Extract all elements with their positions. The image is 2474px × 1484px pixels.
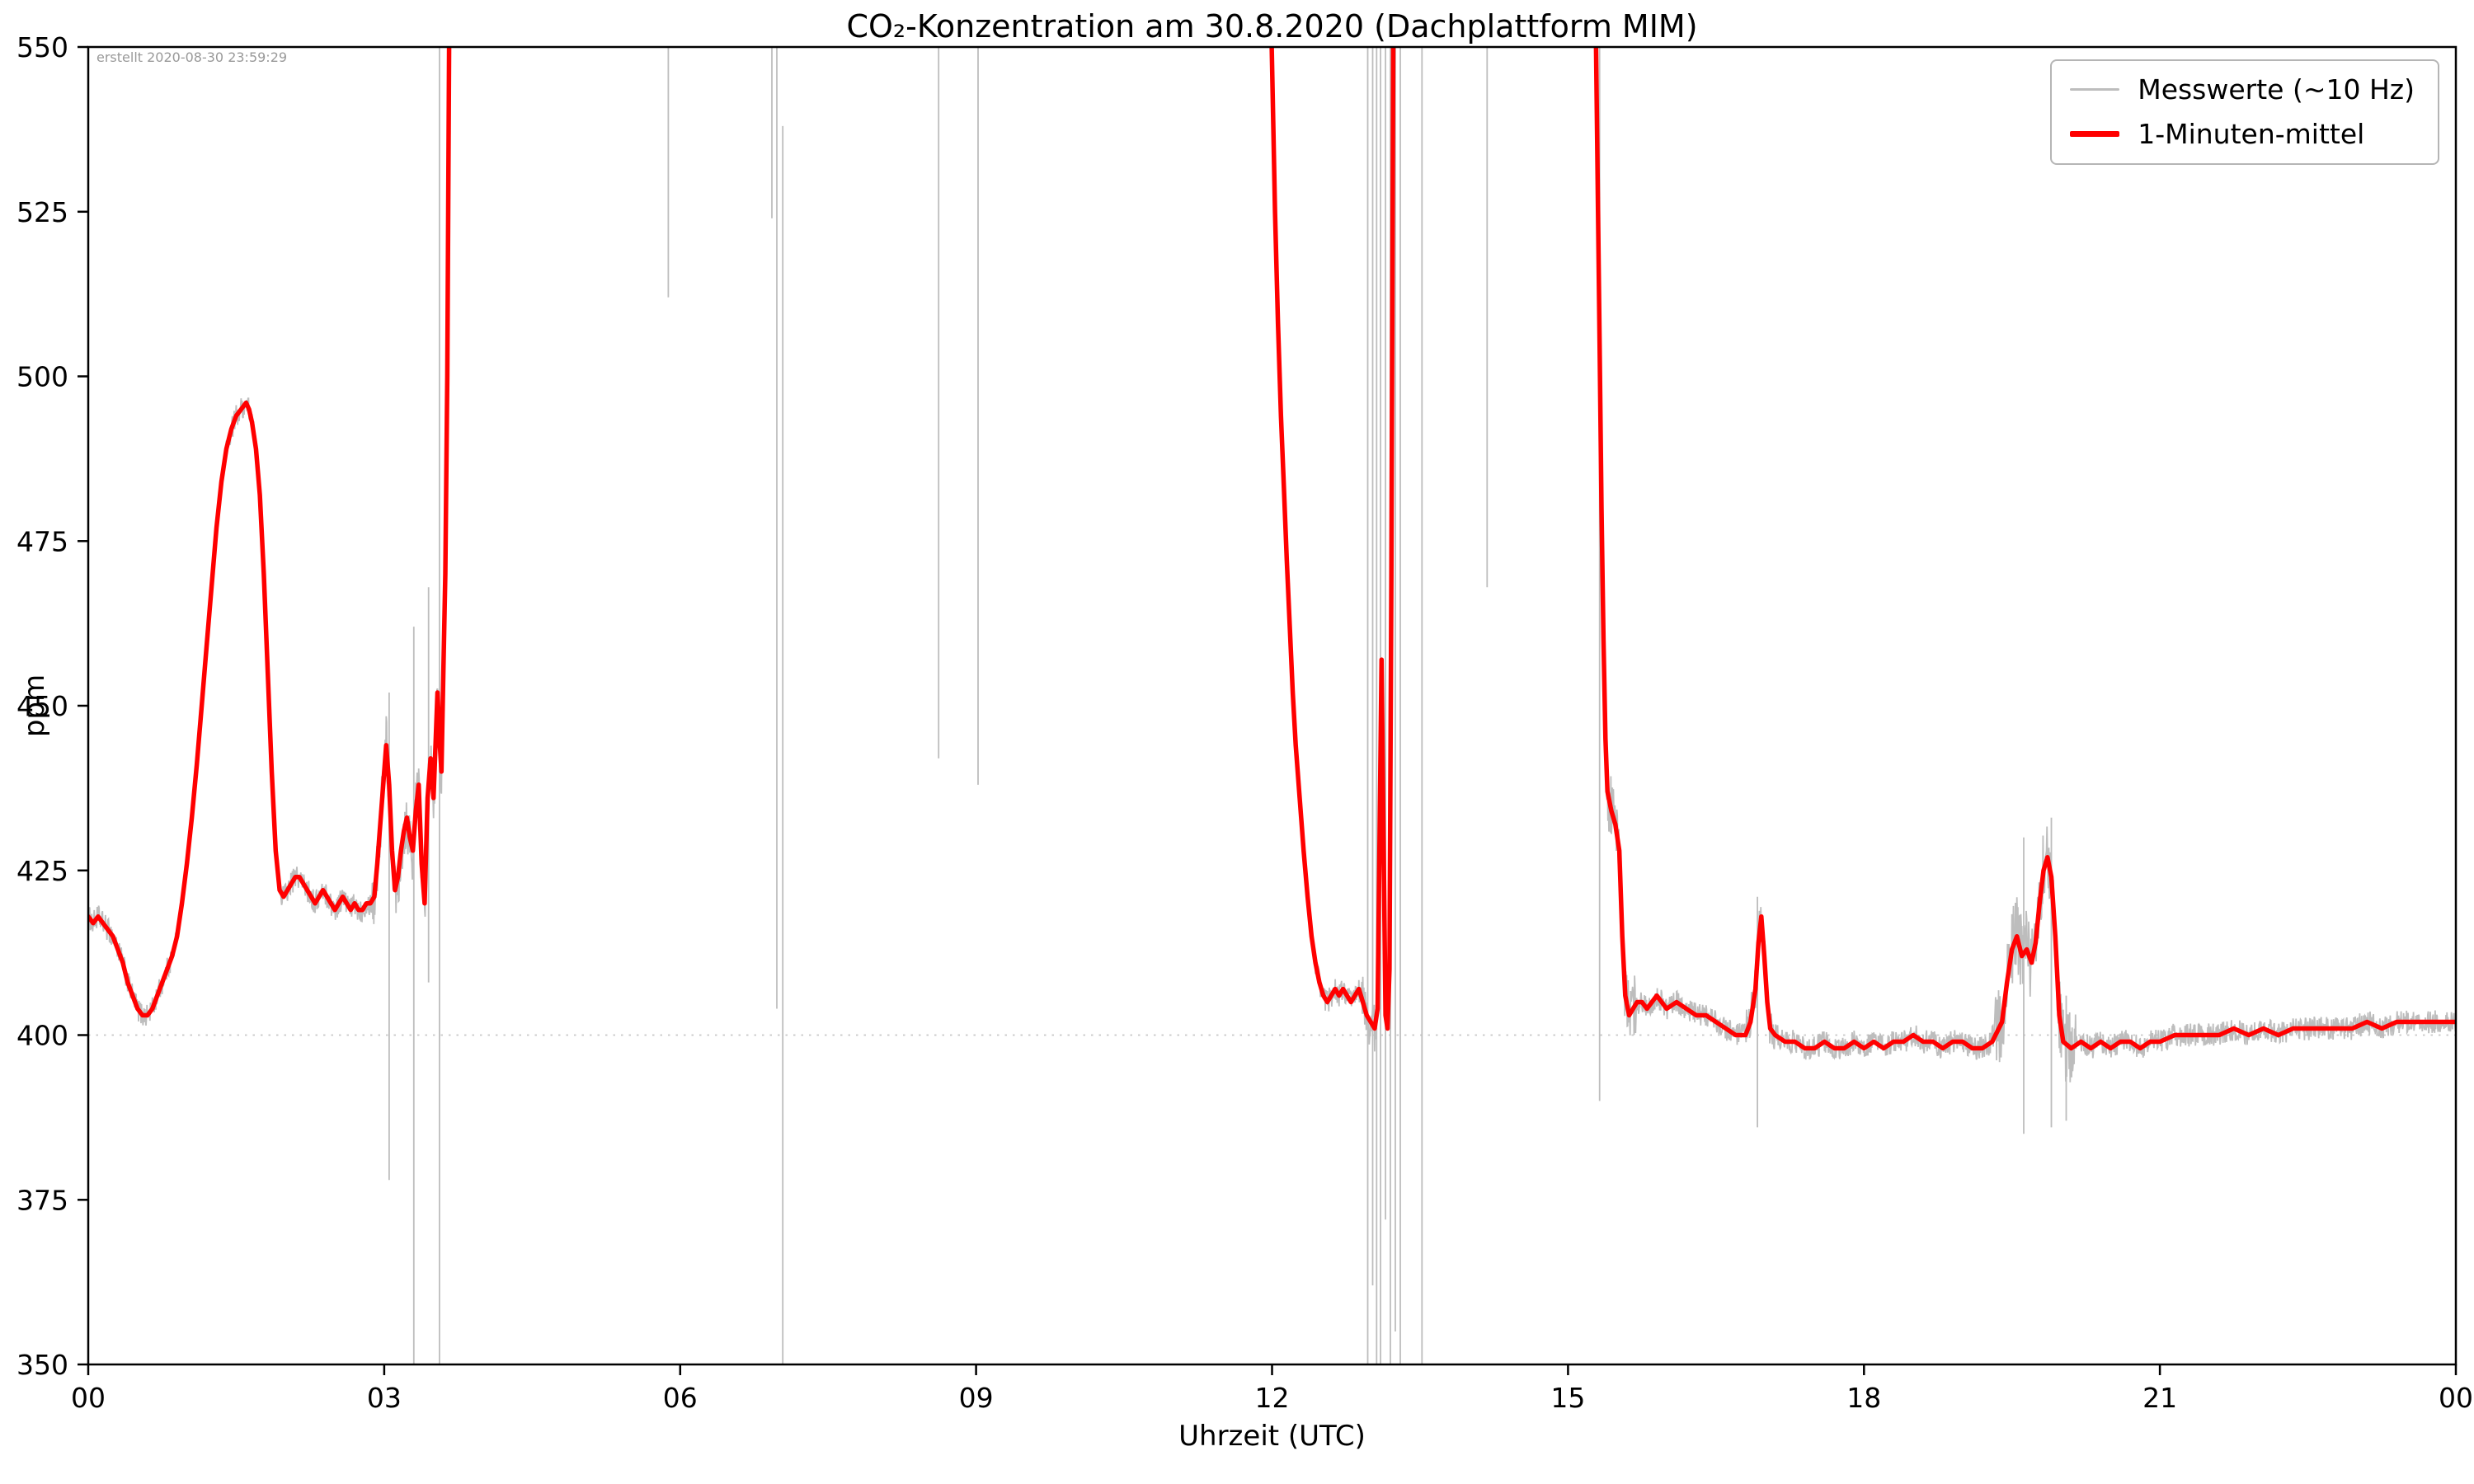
y-tick-label: 375 <box>16 1184 68 1216</box>
x-tick-label: 06 <box>663 1382 698 1414</box>
y-axis-label: ppm <box>18 674 51 738</box>
mean-line <box>1269 47 1396 1031</box>
y-tick-label: 550 <box>16 31 68 63</box>
x-tick-label: 09 <box>959 1382 994 1414</box>
raw-measurement-line <box>1271 47 1394 1052</box>
legend-entry-minutenmittel: 1-Minuten-mittel <box>2070 117 2415 150</box>
x-tick-label: 21 <box>2142 1382 2177 1414</box>
red-line-swatch <box>2070 131 2120 138</box>
x-tick-label: 15 <box>1550 1382 1585 1414</box>
gray-line-swatch <box>2070 88 2120 92</box>
y-tick-label: 350 <box>16 1349 68 1381</box>
legend-label-minutenmittel: 1-Minuten-mittel <box>2138 117 2365 150</box>
legend-entry-messwerte: Messwerte (~10 Hz) <box>2070 74 2415 106</box>
y-tick-label: 425 <box>16 855 68 887</box>
chart-title: CO₂-Konzentration am 30.8.2020 (Dachplat… <box>846 8 1698 45</box>
created-timestamp: erstellt 2020-08-30 23:59:29 <box>96 49 288 65</box>
y-tick-label: 525 <box>16 196 68 228</box>
legend: Messwerte (~10 Hz) 1-Minuten-mittel <box>2050 59 2439 165</box>
y-tick-label: 450 <box>16 690 68 722</box>
mean-line <box>88 47 452 1018</box>
x-tick-label: 12 <box>1255 1382 1290 1414</box>
x-tick-label: 18 <box>1846 1382 1881 1414</box>
legend-label-messwerte: Messwerte (~10 Hz) <box>2138 73 2415 106</box>
y-tick-label: 475 <box>16 525 68 557</box>
y-tick-label: 500 <box>16 361 68 393</box>
x-tick-label: 00 <box>2439 1382 2473 1414</box>
y-tick-label: 400 <box>16 1020 68 1052</box>
x-axis-label: Uhrzeit (UTC) <box>1178 1420 1366 1453</box>
x-tick-label: 03 <box>367 1382 402 1414</box>
mean-line <box>1593 47 2456 1051</box>
x-tick-label: 00 <box>71 1382 106 1414</box>
raw-measurement-line <box>1595 47 2456 1082</box>
